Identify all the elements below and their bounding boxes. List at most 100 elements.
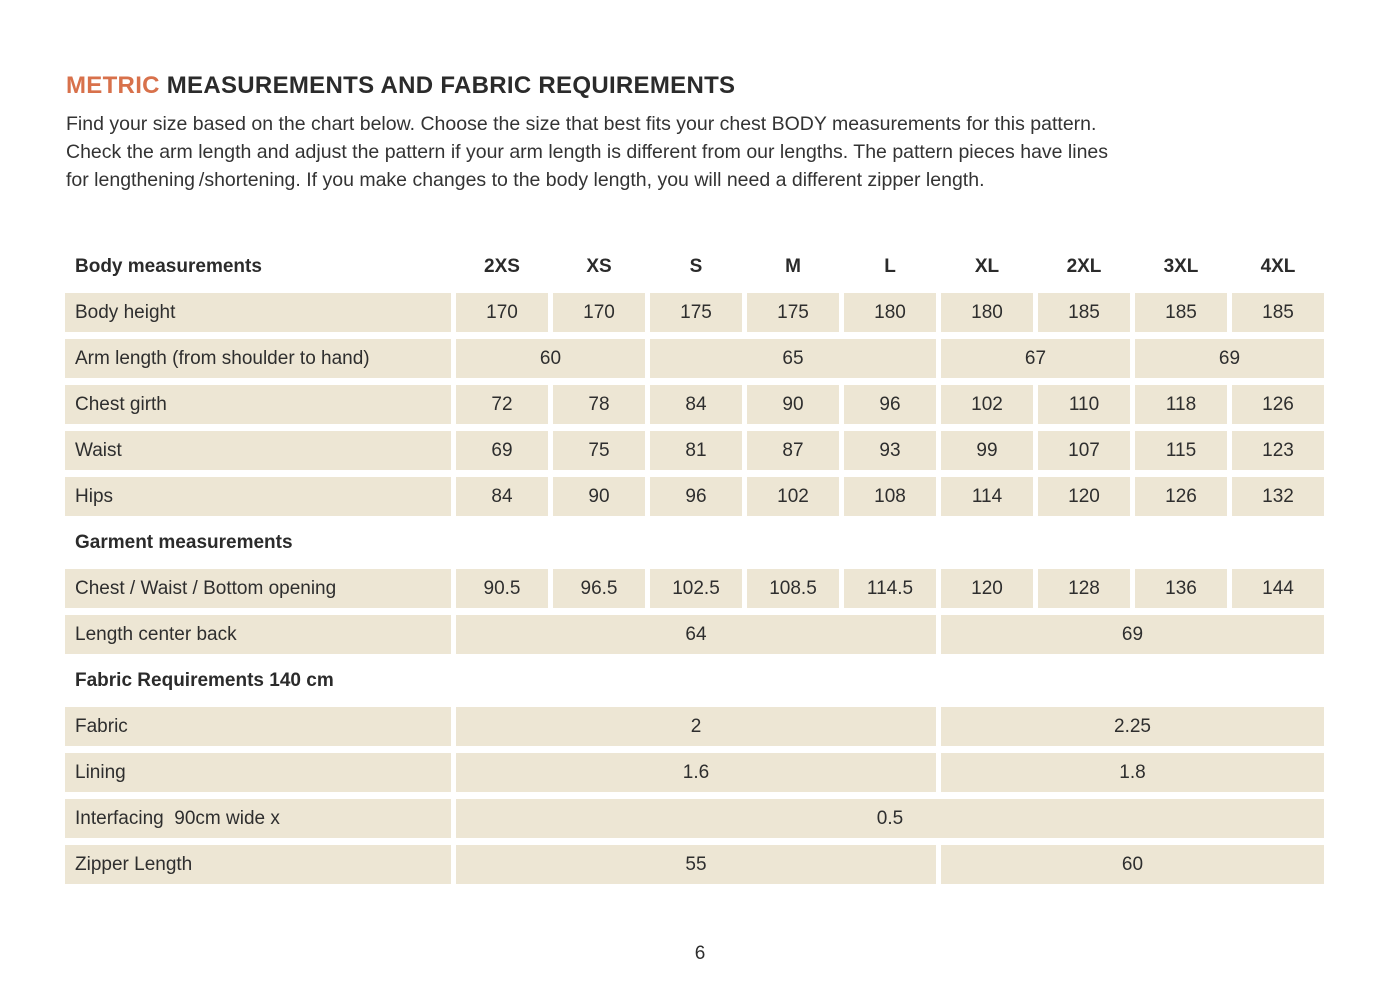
value-cell: 132 (1232, 477, 1324, 516)
value-cell: 107 (1038, 431, 1130, 470)
value-cell: 114.5 (844, 569, 936, 608)
page-number: 6 (694, 943, 706, 964)
page-title: METRIC MEASUREMENTS AND FABRIC REQUIREME… (66, 72, 1334, 100)
value-cell: 123 (1232, 431, 1324, 470)
size-header-2xs: 2XS (484, 255, 520, 277)
value-cell: 84 (456, 477, 548, 516)
value-cell: 81 (650, 431, 742, 470)
page-title-accent: METRIC (66, 72, 160, 99)
value-cell: 90.5 (456, 569, 548, 608)
value-cell: 102.5 (650, 569, 742, 608)
value-cell: 96 (650, 477, 742, 516)
size-header-4xl: 4XL (1260, 255, 1296, 277)
value-cell: 96 (844, 385, 936, 424)
value-cell: 1.6 (456, 753, 936, 792)
value-cell: 114 (941, 477, 1033, 516)
value-cell: 84 (650, 385, 742, 424)
value-cell: 185 (1038, 293, 1130, 332)
value-cell: 126 (1135, 477, 1227, 516)
size-header-2xl: 2XL (1066, 255, 1102, 277)
table-corner-label: Body measurements (75, 255, 262, 277)
table-row: Arm length (from shoulder to hand) 60 65 67… (65, 339, 1324, 378)
value-cell: 69 (456, 431, 548, 470)
size-header-s: S (689, 255, 703, 277)
value-cell: 170 (456, 293, 548, 332)
value-cell: 72 (456, 385, 548, 424)
table-row: Body height 170 170 175 175 180 180 185 185 185 (65, 293, 1324, 332)
value-cell: 67 (941, 339, 1130, 378)
row-label: Zipper Length (65, 845, 451, 884)
value-cell: 118 (1135, 385, 1227, 424)
value-cell: 120 (1038, 477, 1130, 516)
value-cell: 87 (747, 431, 839, 470)
size-header-xs: XS (586, 255, 612, 277)
row-label: Waist (65, 431, 451, 470)
table-row: Chest girth 72 78 84 90 96 102 110 118 126 (65, 385, 1324, 424)
size-header-l: L (884, 255, 896, 277)
section-label: Fabric Requirements 140 cm (75, 669, 334, 691)
value-cell: 90 (747, 385, 839, 424)
value-cell: 64 (456, 615, 936, 654)
row-label: Length center back (65, 615, 451, 654)
row-label: Interfacing 90cm wide x (65, 799, 451, 838)
value-cell: 175 (747, 293, 839, 332)
value-cell: 60 (456, 339, 645, 378)
value-cell: 144 (1232, 569, 1324, 608)
table-row: Lining 1.6 1.8 (65, 753, 1324, 792)
intro-line: Check the arm length and adjust the patt… (66, 141, 1109, 163)
row-label: Lining (65, 753, 451, 792)
value-cell: 2 (456, 707, 936, 746)
page-title-rest: MEASUREMENTS AND FABRIC REQUIREMENTS (159, 72, 736, 99)
row-label: Chest / Waist / Bottom opening (65, 569, 451, 608)
value-cell: 96.5 (553, 569, 645, 608)
value-cell: 128 (1038, 569, 1130, 608)
intro-line: for lengthening /shortening. If you make… (66, 169, 985, 191)
value-cell: 180 (844, 293, 936, 332)
table-row: Interfacing 90cm wide x 0.5 (65, 799, 1324, 838)
size-header-m: M (785, 255, 801, 277)
value-cell: 180 (941, 293, 1033, 332)
size-table: Body measurements 2XS XS S M L XL 2XL 3XL 4XL Bo… (60, 240, 1329, 891)
size-header-xl: XL (974, 255, 1000, 277)
section-row: Fabric Requirements 140 cm (65, 661, 1324, 700)
value-cell: 120 (941, 569, 1033, 608)
value-cell: 170 (553, 293, 645, 332)
value-cell: 115 (1135, 431, 1227, 470)
section-row: Garment measurements (65, 523, 1324, 562)
value-cell: 108.5 (747, 569, 839, 608)
value-cell: 136 (1135, 569, 1227, 608)
size-table-body: Body height 170 170 175 175 180 180 185 185 185 Ar… (65, 293, 1324, 884)
value-cell: 78 (553, 385, 645, 424)
value-cell: 175 (650, 293, 742, 332)
value-cell: 126 (1232, 385, 1324, 424)
table-row: Length center back 64 69 (65, 615, 1324, 654)
value-cell: 0.5 (456, 799, 1324, 838)
intro-paragraph: Find your size based on the chart below.… (66, 110, 1334, 194)
value-cell: 185 (1135, 293, 1227, 332)
table-row: Chest / Waist / Bottom opening 90.5 96.5 10… (65, 569, 1324, 608)
value-cell: 69 (941, 615, 1324, 654)
row-label: Arm length (from shoulder to hand) (65, 339, 451, 378)
page-footer: 6 (0, 943, 1400, 965)
size-header-3xl: 3XL (1163, 255, 1199, 277)
table-row: Zipper Length 55 60 (65, 845, 1324, 884)
value-cell: 69 (1135, 339, 1324, 378)
table-row: Hips 84 90 96 102 108 114 120 126 132 (65, 477, 1324, 516)
value-cell: 2.25 (941, 707, 1324, 746)
value-cell: 102 (747, 477, 839, 516)
value-cell: 1.8 (941, 753, 1324, 792)
row-label: Body height (65, 293, 451, 332)
value-cell: 99 (941, 431, 1033, 470)
value-cell: 55 (456, 845, 936, 884)
value-cell: 65 (650, 339, 936, 378)
value-cell: 93 (844, 431, 936, 470)
value-cell: 108 (844, 477, 936, 516)
value-cell: 102 (941, 385, 1033, 424)
row-label: Chest girth (65, 385, 451, 424)
value-cell: 110 (1038, 385, 1130, 424)
value-cell: 75 (553, 431, 645, 470)
intro-line: Find your size based on the chart below.… (66, 113, 1097, 135)
page-content: METRIC MEASUREMENTS AND FABRIC REQUIREME… (60, 72, 1334, 891)
table-header-row: Body measurements 2XS XS S M L XL 2XL 3XL 4XL (65, 247, 1324, 286)
row-label: Fabric (65, 707, 451, 746)
